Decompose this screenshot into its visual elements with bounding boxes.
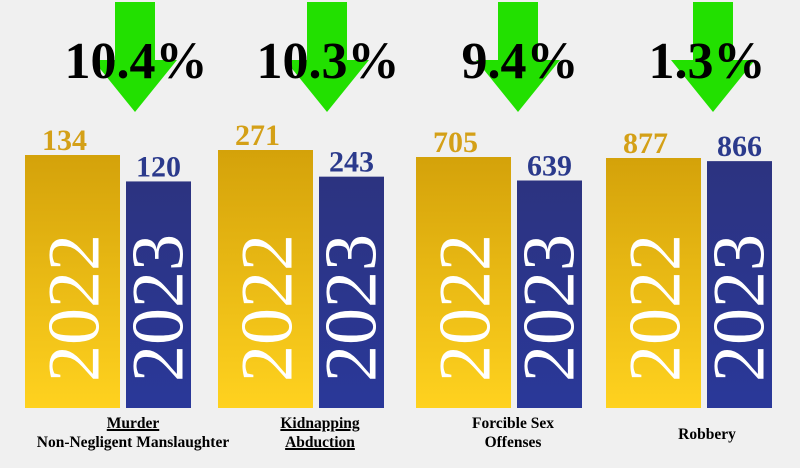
bar-2023 [126, 181, 191, 408]
percent-change-label: 10.3% [256, 33, 400, 90]
year-label-2023: 2023 [311, 234, 393, 382]
bar-2022 [606, 158, 701, 408]
category-label-line: Robbery [678, 426, 736, 443]
percent-change-label: 1.3% [648, 33, 766, 90]
percent-change-label: 9.4% [461, 33, 579, 90]
year-label-2022: 2022 [425, 234, 507, 382]
bar-2023 [707, 161, 772, 408]
year-label-2023: 2023 [699, 234, 781, 382]
down-arrow-icon [476, 2, 560, 112]
value-label-2022: 271 [235, 119, 280, 152]
category-label-line: Abduction [285, 434, 355, 451]
year-label-2023: 2023 [509, 234, 591, 382]
year-label-2022: 2022 [615, 234, 697, 382]
category-label-line: Kidnapping [280, 415, 360, 432]
category-label-line: Non-Negligent Manslaughter [36, 434, 230, 451]
down-arrow-icon [285, 2, 369, 112]
down-arrow-icon [93, 2, 177, 112]
category-label: Murder Non-Negligent Manslaughter [13, 414, 253, 452]
bar-2022 [218, 150, 313, 408]
bar-2022 [416, 157, 511, 408]
bar-2022 [25, 155, 120, 408]
category-label: Robbery [587, 425, 800, 444]
category-label-line: Forcible Sex [472, 415, 554, 432]
year-label-2023: 2023 [118, 234, 200, 382]
value-label-2022: 134 [42, 124, 87, 157]
down-arrow-icon [671, 2, 755, 112]
value-label-2023: 866 [717, 130, 762, 163]
percent-change-label: 10.4% [64, 33, 208, 90]
value-label-2022: 877 [623, 127, 668, 160]
year-label-2022: 2022 [227, 234, 309, 382]
year-label-2022: 2022 [34, 234, 116, 382]
value-label-2023: 120 [136, 150, 181, 183]
value-label-2022: 705 [433, 126, 478, 159]
bar-2023 [517, 180, 582, 408]
value-label-2023: 243 [329, 146, 374, 179]
value-label-2023: 639 [527, 149, 572, 182]
bar-2023 [319, 176, 384, 408]
category-label: Kidnapping Abduction [200, 414, 440, 452]
category-label: Forcible Sex Offenses [393, 414, 633, 452]
category-label-line: Murder [106, 415, 160, 432]
category-label-line: Offenses [484, 434, 542, 451]
